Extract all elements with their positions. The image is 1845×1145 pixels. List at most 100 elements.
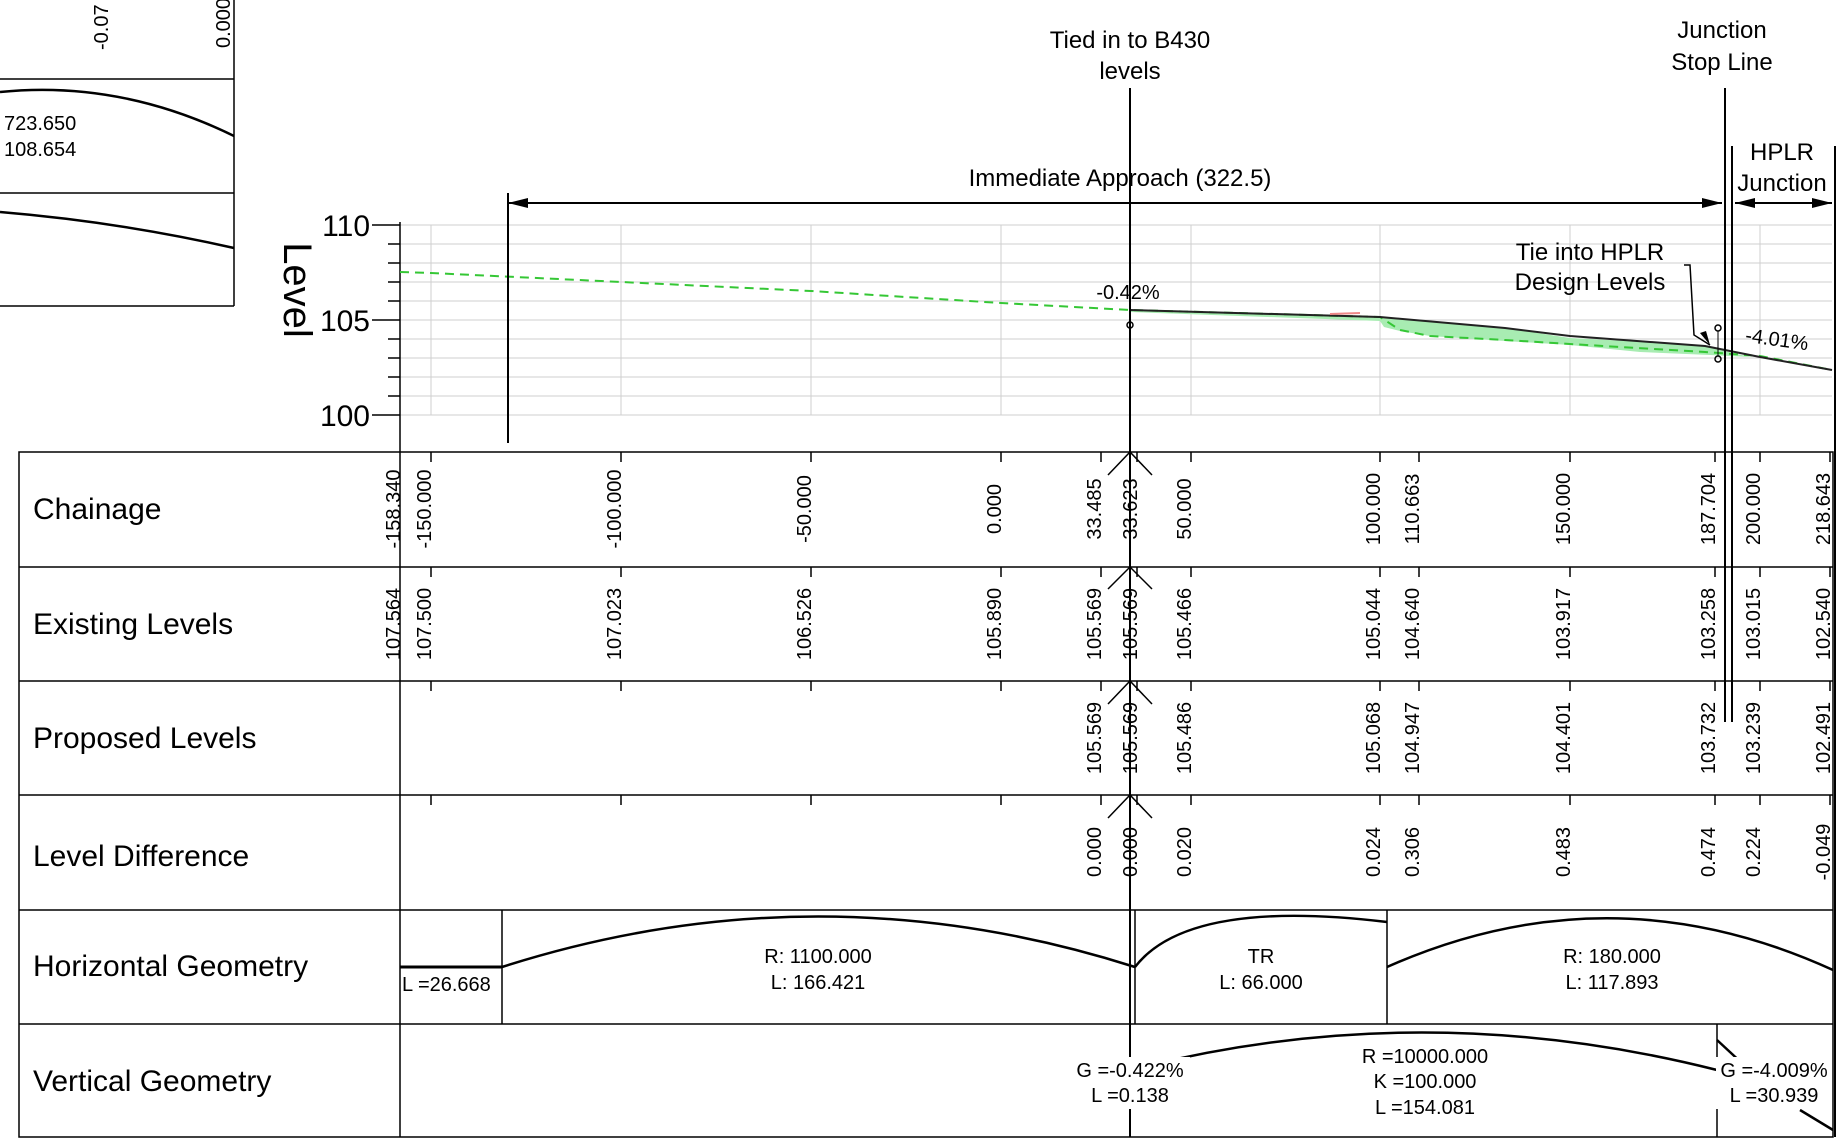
tie-into-label-2: Design Levels <box>1515 269 1666 296</box>
band-title-chainage: Chainage <box>33 493 161 526</box>
vg-curve-label-3: L =154.081 <box>1375 1097 1475 1119</box>
chainage-value: 200.000 <box>1743 473 1765 545</box>
level-difference-value: 0.020 <box>1174 827 1196 877</box>
proposed-level-value: 104.947 <box>1402 702 1424 774</box>
existing-level-value: 105.466 <box>1174 588 1196 660</box>
hg-curve1-label-1: R: 1100.000 <box>764 946 872 968</box>
hg-straight-label-bg <box>402 970 498 996</box>
chainage-value: 150.000 <box>1553 473 1575 545</box>
y-tick-105: 105 <box>320 305 370 338</box>
vg-grade1-label-2: L =0.138 <box>1091 1085 1169 1107</box>
hg-curve2-label-1: R: 180.000 <box>1563 946 1661 968</box>
band-title-proposed: Proposed Levels <box>33 722 256 755</box>
proposed-highlight <box>1329 312 1361 315</box>
existing-level-value: 105.569 <box>1120 588 1142 660</box>
vg-grade2-label-1: G =-4.009% <box>1720 1060 1828 1082</box>
band-title-difference: Level Difference <box>33 840 249 873</box>
profile-y-axis <box>372 222 401 1137</box>
chainage-value: 187.704 <box>1698 473 1720 545</box>
vg-grade1-label-bg <box>1070 1057 1190 1109</box>
inset-coord-2: 108.654 <box>4 139 76 161</box>
existing-level-value: 107.500 <box>414 588 436 660</box>
proposed-level-value: 105.569 <box>1120 702 1142 774</box>
existing-level-value: 102.540 <box>1813 588 1835 660</box>
proposed-level-value: 103.239 <box>1743 702 1765 774</box>
level-difference-value: 0.000 <box>1084 827 1106 877</box>
profile-grid <box>400 224 1832 416</box>
annotation-lines <box>507 88 1836 1137</box>
proposed-level-value: 103.732 <box>1698 702 1720 774</box>
band-values: -158.340 -150.000 -100.000 -50.000 0.000 33.4… <box>383 470 1835 881</box>
existing-level-value: 106.526 <box>794 588 816 660</box>
vg-grade1-label-1: G =-0.422% <box>1076 1060 1184 1082</box>
level-difference-value: 0.483 <box>1553 827 1575 877</box>
stop-line-label-1: Junction <box>1677 17 1766 44</box>
level-difference-value: -0.049 <box>1813 824 1835 881</box>
level-difference-value: 0.474 <box>1698 827 1720 877</box>
inset-label-2: 0.000 <box>213 0 235 48</box>
existing-level-value: 103.015 <box>1743 588 1765 660</box>
existing-level-value: 103.917 <box>1553 588 1575 660</box>
level-difference-value: 0.224 <box>1743 827 1765 877</box>
vg-curve-label-2: K =100.000 <box>1374 1071 1477 1093</box>
hg-transition-label-1: TR <box>1248 946 1275 968</box>
tie-into-label-1: Tie into HPLR <box>1516 239 1665 266</box>
band-title-horizontal: Horizontal Geometry <box>33 950 308 983</box>
hplr-label-2: Junction <box>1737 170 1826 197</box>
immediate-approach-label: Immediate Approach (322.5) <box>969 165 1272 192</box>
inset-label-1: -0.07 <box>91 4 113 50</box>
hg-curve1-label-2: L: 166.421 <box>771 972 866 994</box>
proposed-level-value: 104.401 <box>1553 702 1575 774</box>
horizontal-geometry-graphics <box>400 910 1834 1024</box>
chainage-value: 110.663 <box>1402 474 1424 545</box>
tie-point-top <box>1714 324 1722 332</box>
y-tick-110: 110 <box>322 210 370 243</box>
chainage-value: 33.623 <box>1120 478 1142 539</box>
proposed-level-line <box>1129 309 1833 371</box>
chainage-value: 0.000 <box>984 484 1006 534</box>
existing-level-line <box>399 271 1833 371</box>
existing-level-value: 104.640 <box>1402 588 1424 660</box>
hg-curve2-label-2: L: 117.893 <box>1565 972 1658 994</box>
chainage-value: -100.000 <box>604 470 626 549</box>
stop-line-label-2: Stop Line <box>1671 49 1772 76</box>
level-difference-value: 0.024 <box>1363 827 1385 877</box>
y-axis-title: Level <box>275 242 319 338</box>
tie-point-bottom <box>1714 355 1722 363</box>
grade-left-label: -0.42% <box>1096 282 1160 304</box>
proposed-level-value: 105.569 <box>1084 702 1106 774</box>
grade-right-label: -4.01% <box>1744 325 1810 356</box>
band-title-vertical: Vertical Geometry <box>33 1065 271 1098</box>
proposed-level-value: 102.491 <box>1813 702 1835 774</box>
existing-level-value: 105.569 <box>1084 588 1106 660</box>
chainage-value: 100.000 <box>1363 473 1385 545</box>
vg-grade2-label-bg <box>1716 1057 1832 1109</box>
hg-transition-label-2: L: 66.000 <box>1219 972 1302 994</box>
vg-grade2-label-2: L =30.939 <box>1730 1085 1819 1107</box>
chainage-value: 33.485 <box>1084 478 1106 539</box>
station-chevrons <box>1107 450 1153 819</box>
tied-in-label-2: levels <box>1099 58 1160 85</box>
inset-coord-1: 723.650 <box>4 113 76 135</box>
y-tick-100: 100 <box>320 400 370 433</box>
chainage-value: 218.643 <box>1813 473 1835 545</box>
existing-level-value: 103.258 <box>1698 588 1720 660</box>
hplr-label-1: HPLR <box>1750 139 1814 166</box>
existing-level-value: 107.564 <box>383 588 405 660</box>
level-difference-value: 0.000 <box>1120 827 1142 877</box>
proposed-level-value: 105.486 <box>1174 702 1196 774</box>
tied-in-label-1: Tied in to B430 <box>1050 27 1211 54</box>
vg-curve-label-1: R =10000.000 <box>1362 1046 1488 1068</box>
existing-level-value: 107.023 <box>604 588 626 660</box>
inset-panel <box>0 0 235 307</box>
chainage-value: 50.000 <box>1174 478 1196 539</box>
chainage-value: -158.340 <box>383 470 405 549</box>
profile-lines <box>399 264 1833 371</box>
chainage-value: -50.000 <box>794 475 816 543</box>
level-difference-value: 0.306 <box>1402 827 1424 877</box>
tie-arrowhead <box>1700 331 1710 345</box>
tie-leader <box>1684 264 1711 346</box>
band-title-existing: Existing Levels <box>33 608 233 641</box>
hg-straight-label: L =26.668 <box>402 974 491 996</box>
existing-level-value: 105.890 <box>984 588 1006 660</box>
